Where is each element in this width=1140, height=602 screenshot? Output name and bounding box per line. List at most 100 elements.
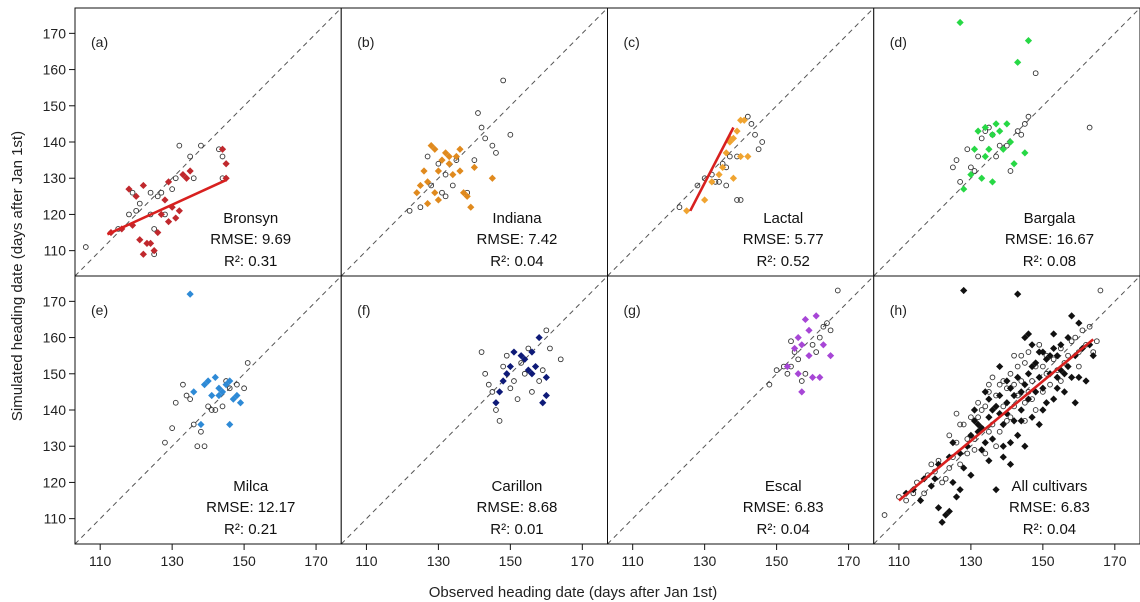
open-point [1065, 352, 1071, 359]
filled-point [970, 406, 979, 414]
open-point [975, 399, 981, 406]
filled-point [190, 388, 198, 396]
open-point [190, 421, 197, 428]
filled-point [740, 116, 748, 124]
filled-point [161, 196, 169, 204]
filled-point [985, 413, 993, 421]
open-point [942, 475, 949, 482]
open-point [1047, 381, 1053, 388]
open-point [1057, 378, 1064, 384]
filled-point [916, 496, 925, 505]
open-point [183, 392, 190, 399]
open-point [1018, 131, 1025, 138]
open-point [1011, 381, 1017, 388]
filled-point [970, 145, 979, 153]
filled-point [992, 486, 1000, 494]
filled-point [517, 352, 525, 360]
filled-point [949, 438, 957, 447]
open-point [493, 150, 499, 156]
open-point [788, 338, 794, 345]
open-point [1032, 407, 1039, 413]
filled-point [1053, 384, 1061, 392]
open-point [766, 381, 773, 388]
open-point [507, 131, 514, 138]
open-point [802, 370, 809, 377]
open-point [212, 407, 219, 413]
filled-point [967, 170, 975, 179]
r2-label: R²: 0.21 [224, 521, 277, 538]
filled-point [812, 312, 820, 320]
filled-point [164, 178, 173, 186]
open-point [194, 443, 201, 450]
open-point [723, 182, 730, 189]
y-tick-label: 110 [44, 511, 67, 527]
filled-point [1053, 352, 1061, 360]
open-point [208, 407, 215, 413]
open-point [971, 168, 978, 174]
filled-point [1014, 431, 1022, 439]
open-point [1004, 418, 1010, 424]
open-point [978, 135, 985, 142]
filled-point [449, 170, 457, 179]
filled-point [542, 373, 550, 382]
filled-point [805, 352, 813, 360]
filled-point [1089, 352, 1097, 360]
open-point [471, 157, 478, 163]
x-tick-label: 150 [765, 553, 789, 569]
open-point [428, 182, 435, 189]
open-point [964, 436, 971, 442]
filled-point [150, 247, 158, 255]
filled-point [722, 149, 730, 157]
filled-point [1060, 388, 1069, 396]
panel-tag: (f) [357, 302, 370, 318]
filled-point [996, 362, 1004, 371]
open-point [1014, 363, 1021, 370]
x-tick-label: 130 [693, 553, 717, 569]
open-point [187, 396, 193, 402]
y-tick-label: 130 [43, 438, 67, 454]
y-tick-label: 140 [43, 402, 67, 418]
filled-point [1035, 348, 1043, 356]
y-tick-label: 170 [43, 25, 67, 41]
open-point [439, 189, 445, 196]
filled-point [528, 370, 536, 378]
open-point [147, 189, 154, 196]
filled-point [960, 286, 968, 295]
regression-line [689, 126, 735, 212]
filled-point [424, 178, 432, 186]
open-point [1004, 142, 1010, 149]
open-point [180, 381, 186, 388]
filled-point [1050, 344, 1058, 353]
filled-point [434, 196, 442, 204]
filled-point [1032, 359, 1040, 367]
rmse-label: RMSE: 16.67 [1005, 231, 1094, 248]
open-point [744, 113, 751, 120]
y-tick-label: 170 [43, 293, 67, 309]
open-point [198, 428, 204, 435]
y-tick-label: 160 [43, 62, 67, 78]
open-point [539, 367, 546, 374]
filled-point [1010, 160, 1018, 168]
filled-point [1017, 406, 1025, 414]
filled-point [1021, 442, 1029, 450]
filled-point [1050, 330, 1058, 338]
open-point [449, 182, 456, 189]
filled-point [1014, 58, 1022, 66]
filled-point [729, 174, 738, 182]
r2-label: R²: 0.31 [224, 253, 277, 270]
filled-point [233, 391, 241, 400]
open-point [547, 345, 553, 352]
filled-point [1021, 149, 1029, 157]
open-point [971, 446, 978, 453]
panel-tag: (a) [91, 34, 108, 50]
panel-1: (a) Bronsyn RMSE: 9.69 R²: 0.31 [74, 7, 342, 277]
open-point [126, 211, 132, 218]
y-tick-label: 160 [43, 330, 67, 346]
filled-point [197, 420, 205, 429]
filled-point [1075, 319, 1083, 327]
open-point [435, 160, 442, 167]
filled-point [945, 507, 953, 516]
filled-point [445, 160, 453, 168]
y-tick-label: 110 [44, 243, 67, 259]
filled-point [931, 475, 939, 483]
